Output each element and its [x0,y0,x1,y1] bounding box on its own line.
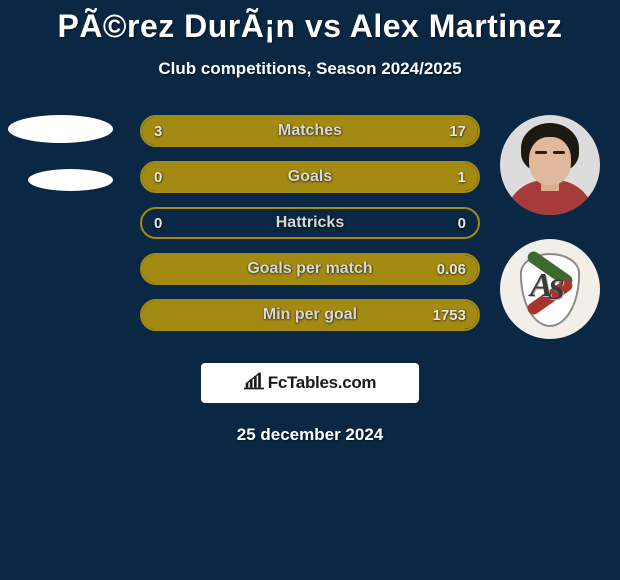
stat-right-value: 17 [449,123,466,140]
stat-left-value: 0 [154,215,162,232]
stat-label: Matches [278,122,342,140]
stat-label: Hattricks [276,214,344,232]
stat-right-value: 1753 [433,307,466,324]
stat-left-value: 0 [154,169,162,186]
snapshot-date: 25 december 2024 [0,425,620,445]
stat-label: Goals per match [247,260,372,278]
stat-left-value: 3 [154,123,162,140]
stat-label: Goals [288,168,332,186]
stat-right-value: 0.06 [437,261,466,278]
stat-bar: Min per goal 1753 [140,299,480,331]
player2-avatar [500,115,600,215]
stat-bar: 0 Hattricks 0 [140,207,480,239]
source-badge: FcTables.com [201,363,419,403]
stat-label: Min per goal [263,306,357,324]
page-title: PÃ©rez DurÃ¡n vs Alex Martinez [0,0,620,45]
page-subtitle: Club competitions, Season 2024/2025 [0,59,620,79]
stat-bar: Goals per match 0.06 [140,253,480,285]
stat-right-value: 0 [458,215,466,232]
stat-right-value: 1 [458,169,466,186]
player2-club-crest: A S [500,239,600,339]
chart-icon [244,372,264,395]
stat-bar: 0 Goals 1 [140,161,480,193]
player1-avatar-placeholder [8,115,113,143]
stat-bar: 3 Matches 17 [140,115,480,147]
player1-club-placeholder [28,169,113,191]
source-badge-text: FcTables.com [268,373,377,393]
stat-bars: 3 Matches 17 0 Goals 1 0 Hattricks 0 Goals per ma… [140,115,480,331]
comparison-stage: 3 Matches 17 0 Goals 1 0 Hattricks 0 Goals per ma… [0,115,620,345]
